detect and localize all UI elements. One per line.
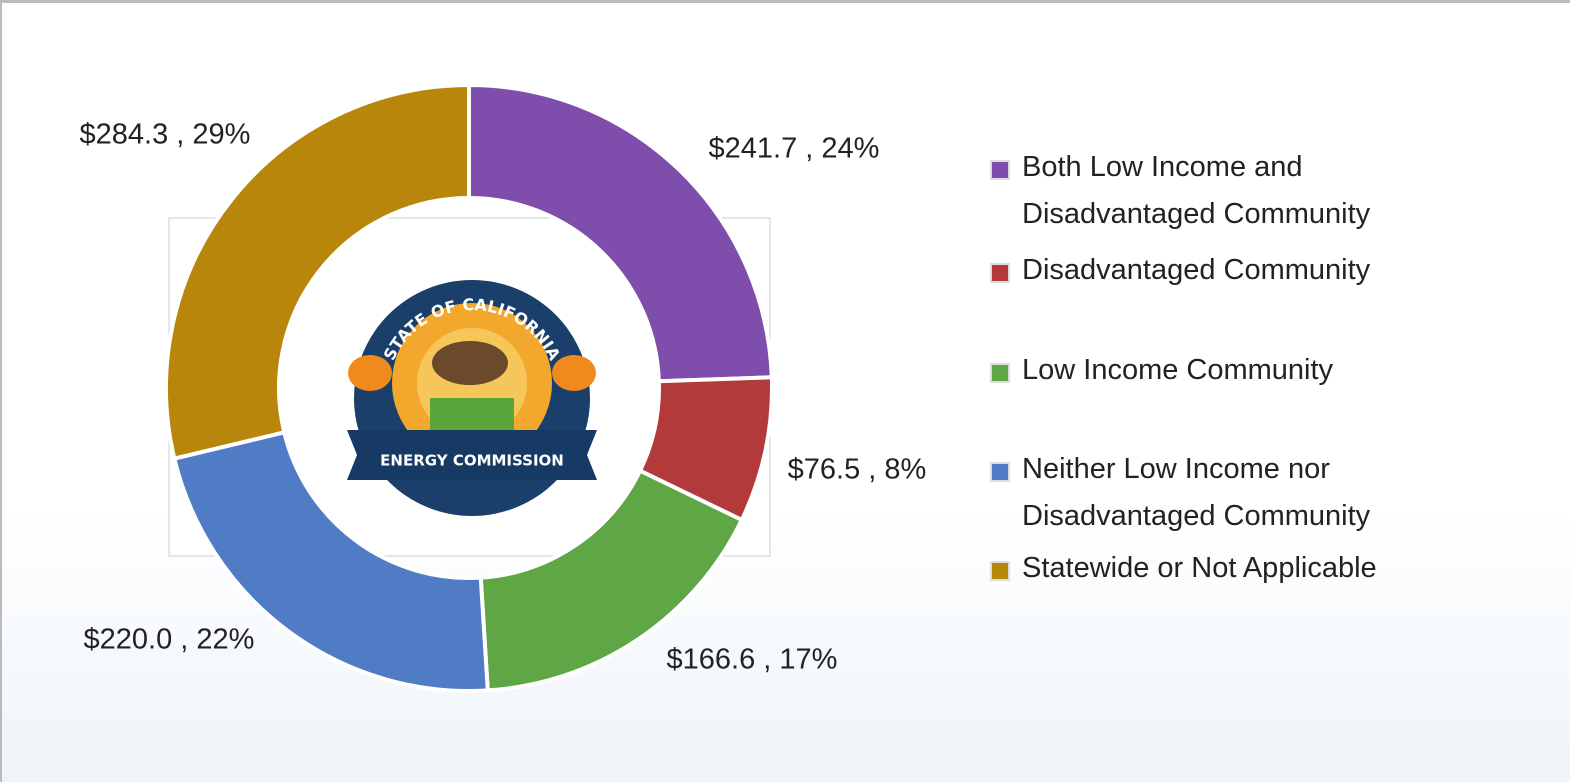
legend-entry: Low Income Community bbox=[990, 347, 1460, 394]
legend-swatch bbox=[990, 160, 1010, 180]
legend-entry: Neither Low Income nor Disadvantaged Com… bbox=[990, 446, 1460, 540]
legend-entry: Both Low Income and Disadvantaged Commun… bbox=[990, 144, 1460, 238]
donut-segment bbox=[478, 468, 745, 693]
legend-swatch bbox=[990, 561, 1010, 581]
donut-area: $241.7 , 24% $76.5 , 8% $166.6 , 17% $220.0… bbox=[80, 82, 927, 693]
legend-swatch bbox=[990, 363, 1010, 383]
legend-label: Low Income Community bbox=[1022, 354, 1334, 386]
legend-label: Statewide or Not Applicable bbox=[1022, 552, 1377, 584]
legend-label: Both Low Income and Disadvantaged Commun… bbox=[1022, 151, 1371, 230]
legend-label: Disadvantaged Community bbox=[1022, 254, 1371, 286]
logo-poppy bbox=[552, 355, 596, 391]
logo-poppy bbox=[348, 355, 392, 391]
legend-swatch bbox=[990, 263, 1010, 283]
logo-banner-text: ENERGY COMMISSION bbox=[380, 452, 564, 470]
donut-segment bbox=[467, 82, 774, 384]
data-label: $166.6 , 17% bbox=[667, 644, 838, 676]
data-label: $220.0 , 22% bbox=[84, 624, 255, 656]
donut-segment bbox=[164, 82, 471, 462]
legend-swatch bbox=[990, 462, 1010, 482]
logo-banner bbox=[347, 430, 597, 480]
legend-entry: Disadvantaged Community bbox=[990, 247, 1460, 294]
donut-segment bbox=[171, 429, 490, 693]
legend-entry: Statewide or Not Applicable bbox=[990, 545, 1460, 592]
data-label: $241.7 , 24% bbox=[709, 133, 880, 165]
legend-label: Neither Low Income nor Disadvantaged Com… bbox=[1022, 453, 1371, 532]
logo-bear bbox=[432, 341, 508, 385]
data-label: $76.5 , 8% bbox=[788, 454, 927, 486]
data-label: $284.3 , 29% bbox=[80, 119, 251, 151]
